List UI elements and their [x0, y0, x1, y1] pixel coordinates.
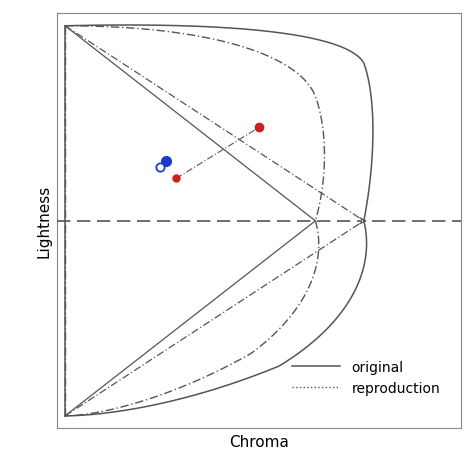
Y-axis label: Lightness: Lightness	[37, 185, 51, 258]
X-axis label: Chroma: Chroma	[229, 434, 289, 449]
Legend: original, reproduction: original, reproduction	[286, 355, 446, 401]
